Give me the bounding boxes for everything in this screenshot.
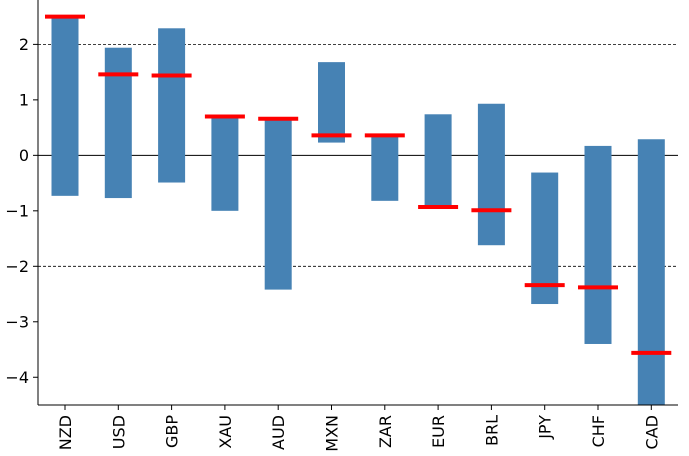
range-bar-zar — [371, 136, 399, 201]
range-bar-jpy — [531, 172, 559, 305]
grid-layer — [38, 43, 678, 267]
x-tick-label-cad: CAD — [642, 415, 661, 449]
bars-layer — [51, 16, 665, 405]
x-ticks: NZD USD GBP XAU AUD MXN ZAR EUR BRL JPY CHF CAD — [56, 405, 661, 452]
range-bar-gbp — [158, 28, 186, 183]
x-tick-label-mxn: MXN — [323, 415, 342, 452]
range-bar-aud — [264, 118, 292, 290]
x-tick-label-brl: BRL — [482, 415, 501, 446]
x-tick-label-gbp: GBP — [163, 415, 182, 448]
x-tick-label-xau: XAU — [216, 415, 235, 449]
x-tick-label-aud: AUD — [269, 415, 288, 450]
y-tick-label: −1 — [5, 201, 29, 220]
range-bar-chf — [584, 145, 612, 344]
y-tick-label: 2 — [19, 35, 29, 54]
y-tick-label: −3 — [5, 312, 29, 331]
range-bar-xau — [211, 114, 239, 211]
y-tick-label: −4 — [5, 368, 29, 387]
range-bar-eur — [424, 114, 452, 207]
x-tick-label-zar: ZAR — [376, 415, 395, 448]
markers-layer — [45, 14, 672, 355]
y-tick-label: 0 — [19, 146, 29, 165]
range-bar-mxn — [318, 62, 345, 143]
x-tick-label-eur: EUR — [429, 415, 448, 448]
range-bar-usd — [104, 47, 132, 199]
y-tick-label: −2 — [5, 257, 29, 276]
x-tick-label-jpy: JPY — [536, 415, 555, 440]
x-tick-label-nzd: NZD — [56, 415, 75, 450]
range-bar-cad — [637, 139, 665, 405]
y-ticks: 2 1 0 −1 −2 −3 −4 — [5, 35, 38, 387]
range-bar-brl — [477, 103, 505, 246]
range-bar-nzd — [51, 16, 79, 196]
axes-layer — [37, 0, 678, 406]
x-tick-label-chf: CHF — [589, 415, 608, 447]
x-tick-label-usd: USD — [109, 415, 128, 449]
y-tick-label: 1 — [19, 90, 29, 109]
